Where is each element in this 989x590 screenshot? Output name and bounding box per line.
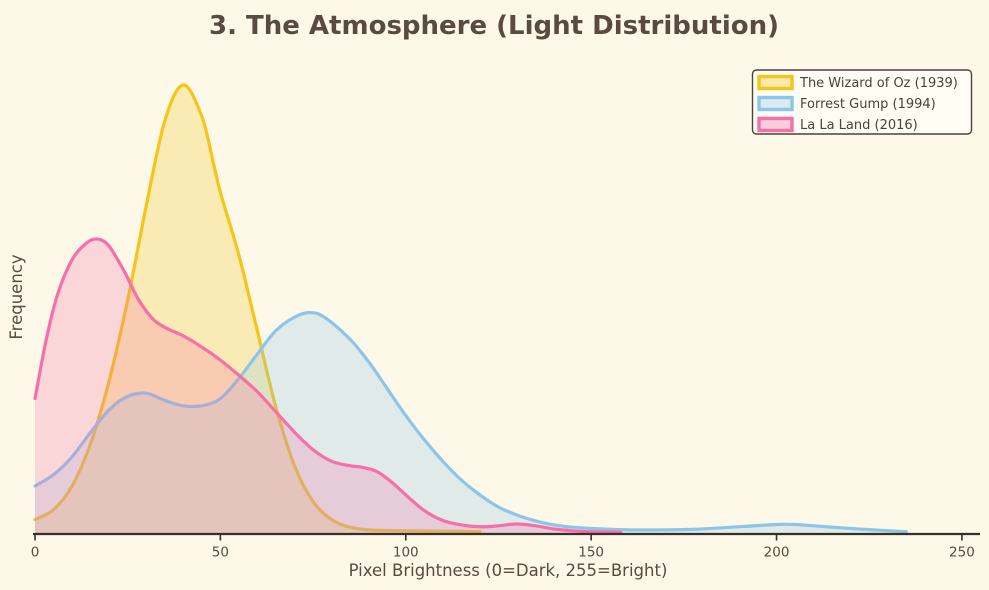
legend: The Wizard of Oz (1939) Forrest Gump (19… (751, 69, 973, 135)
y-axis-label: Frequency (7, 254, 26, 339)
tick-label-150: 150 (578, 545, 604, 561)
legend-item-wizard-of-oz: The Wizard of Oz (1939) (757, 74, 958, 91)
legend-label: The Wizard of Oz (1939) (799, 76, 958, 91)
x-axis-ticks: 0 50 100 150 200 250 (31, 534, 975, 561)
kde-fill-1 (35, 312, 907, 534)
kde-line-1 (33, 311, 908, 534)
legend-label: La La Land (2016) (800, 118, 918, 133)
legend-item-forrest-gump: Forrest Gump (1994) (757, 95, 936, 112)
tick-label-100: 100 (393, 545, 419, 561)
chart-title: 3. The Atmosphere (Light Distribution) (209, 11, 779, 41)
tick-label-200: 200 (764, 545, 790, 561)
la-la-land-swatch-icon (757, 116, 794, 133)
kde-line-0 (33, 83, 482, 534)
tick-label-50: 50 (212, 545, 229, 561)
legend-label: Forrest Gump (1994) (800, 97, 936, 112)
wizard-of-oz-swatch-icon (757, 74, 794, 91)
kde-line-2 (33, 237, 623, 534)
tick-label-0: 0 (31, 545, 40, 561)
forrest-gump-swatch-icon (757, 95, 794, 112)
legend-box (751, 69, 973, 135)
x-axis-label: Pixel Brightness (0=Dark, 255=Bright) (349, 561, 668, 580)
tick-label-250: 250 (949, 545, 975, 561)
kde-fill-2 (35, 238, 621, 534)
kde-curves (33, 83, 908, 535)
kde-fill-0 (35, 84, 480, 535)
legend-item-la-la-land: La La Land (2016) (757, 116, 918, 133)
